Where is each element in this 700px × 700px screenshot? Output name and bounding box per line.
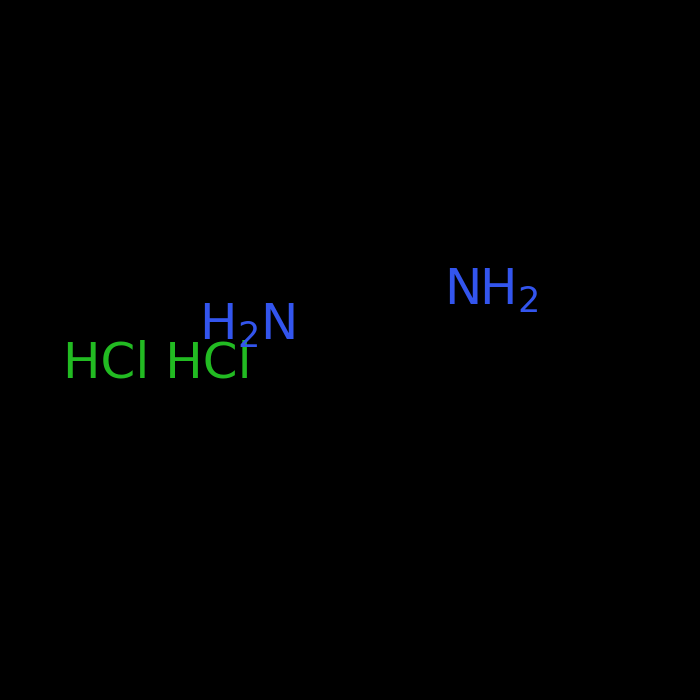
Text: H$_2$N: H$_2$N [199,302,295,349]
Text: HCl HCl: HCl HCl [63,340,251,388]
Text: NH$_2$: NH$_2$ [444,267,539,314]
